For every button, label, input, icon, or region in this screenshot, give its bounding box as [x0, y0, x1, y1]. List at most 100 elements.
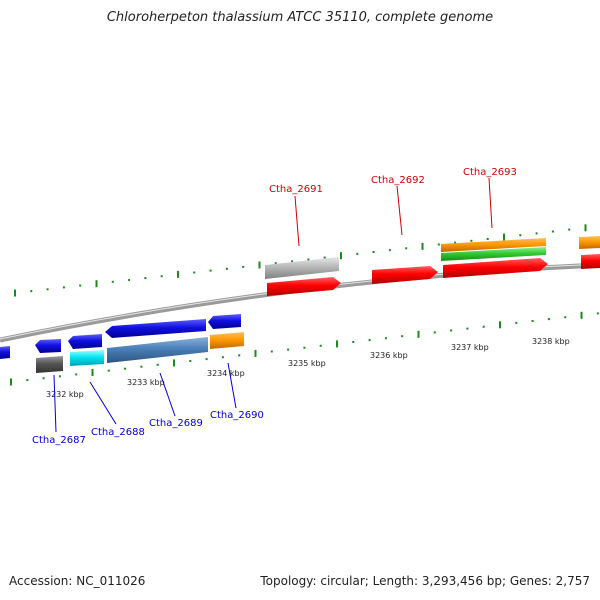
minor-tick	[437, 243, 440, 246]
plus-strand-genes	[265, 236, 600, 296]
gene-label[interactable]: Ctha_2690	[210, 410, 264, 421]
major-tick	[177, 270, 179, 278]
major-tick	[499, 321, 501, 329]
minor-tick	[486, 238, 489, 240]
minor-tick	[384, 337, 387, 340]
upper-tick-row	[14, 224, 587, 297]
genome-summary: Topology: circular; Length: 3,293,456 bp…	[260, 574, 590, 588]
gene-arrow-red[interactable]	[372, 266, 438, 284]
minor-tick	[596, 312, 599, 315]
minor-tick	[58, 375, 61, 378]
minor-tick	[515, 321, 518, 324]
minus-label-leaders	[53, 362, 237, 433]
leader-line	[89, 381, 117, 425]
minor-tick	[189, 360, 192, 362]
kbp-label: 3235 kbp	[288, 359, 326, 368]
major-tick	[254, 349, 257, 357]
gene-box-lightgray[interactable]	[265, 257, 339, 279]
kbp-label: 3234 kbp	[207, 369, 245, 378]
minor-tick	[372, 251, 375, 253]
gene-box-cyan[interactable]	[70, 350, 104, 366]
minor-tick	[368, 339, 371, 342]
accession-text: Accession: NC_011026	[9, 574, 146, 588]
major-tick	[91, 369, 94, 376]
minor-tick	[531, 320, 534, 322]
kbp-label: 3237 kbp	[451, 343, 489, 352]
kbp-label: 3236 kbp	[370, 351, 408, 360]
genome-title: Chloroherpeton thalassium ATCC 35110, co…	[106, 10, 494, 25]
gene-label[interactable]: Ctha_2687	[32, 435, 86, 446]
minor-tick	[107, 369, 110, 372]
minor-tick	[547, 318, 550, 321]
plus-gene-labels: Ctha_2691 Ctha_2692 Ctha_2693	[269, 167, 517, 195]
leader-line	[488, 177, 493, 229]
minor-tick	[466, 327, 469, 330]
gene-box-orange[interactable]	[441, 238, 546, 252]
minor-tick	[287, 348, 290, 351]
leader-line	[159, 372, 176, 417]
minor-tick	[470, 239, 473, 242]
gene-box-orange[interactable]	[210, 332, 244, 349]
kbp-label: 3232 kbp	[46, 390, 84, 399]
gene-arrow-red[interactable]	[267, 277, 341, 296]
minor-tick	[564, 316, 567, 319]
genome-backbone-highlight	[0, 263, 600, 340]
gene-arrow-blue[interactable]	[35, 339, 61, 353]
major-tick	[584, 224, 587, 232]
minor-tick	[303, 346, 306, 349]
major-tick	[10, 378, 12, 386]
minor-tick	[238, 354, 241, 357]
gene-label[interactable]: Ctha_2692	[371, 175, 425, 186]
gene-arrow-blue[interactable]	[68, 334, 102, 349]
gene-box-orange[interactable]	[579, 236, 600, 249]
minor-tick	[140, 365, 143, 368]
minor-tick	[62, 286, 65, 289]
minor-tick	[433, 331, 436, 334]
leader-line	[294, 195, 300, 247]
minor-tick	[221, 356, 224, 359]
minor-tick	[291, 260, 294, 263]
kbp-label: 3233 kbp	[127, 378, 165, 387]
major-tick	[173, 359, 175, 367]
minor-tick	[193, 271, 196, 274]
minor-tick	[482, 325, 485, 328]
major-tick	[580, 311, 583, 319]
gene-box-green[interactable]	[441, 247, 546, 261]
minus-gene-labels: Ctha_2687 Ctha_2688 Ctha_2689 Ctha_2690	[32, 410, 264, 446]
minor-tick	[26, 379, 29, 382]
minor-tick	[46, 288, 49, 291]
minor-tick	[111, 280, 114, 283]
gene-arrow-red[interactable]	[443, 258, 548, 278]
gene-label[interactable]: Ctha_2689	[149, 418, 203, 429]
lower-tick-row	[10, 311, 599, 386]
major-tick	[340, 252, 342, 260]
minor-tick	[128, 279, 131, 281]
gene-box-red[interactable]	[581, 254, 600, 269]
major-tick	[14, 289, 16, 297]
gene-label[interactable]: Ctha_2693	[463, 167, 517, 178]
minor-tick	[209, 269, 212, 272]
leader-line	[53, 374, 57, 433]
minor-tick	[30, 290, 33, 293]
minus-strand-genes	[0, 314, 244, 373]
gene-arrow-blue-long[interactable]	[105, 319, 206, 338]
gene-arrow-blue[interactable]	[208, 314, 241, 329]
minor-tick	[454, 241, 457, 244]
minor-tick	[401, 335, 404, 338]
gene-label[interactable]: Ctha_2691	[269, 184, 323, 195]
minor-tick	[160, 275, 163, 278]
gene-box-darkgray[interactable]	[36, 356, 63, 373]
major-tick	[417, 330, 420, 338]
minor-tick	[535, 232, 538, 235]
gene-arrow-blue[interactable]	[0, 346, 10, 359]
leader-line	[227, 362, 237, 409]
minor-tick	[568, 228, 571, 231]
minor-tick	[307, 258, 310, 261]
major-tick	[336, 340, 338, 348]
minor-tick	[42, 377, 45, 380]
minor-tick	[225, 267, 228, 270]
gene-box-steelblue[interactable]	[107, 337, 208, 363]
gene-label[interactable]: Ctha_2688	[91, 427, 145, 438]
major-tick	[503, 233, 505, 241]
